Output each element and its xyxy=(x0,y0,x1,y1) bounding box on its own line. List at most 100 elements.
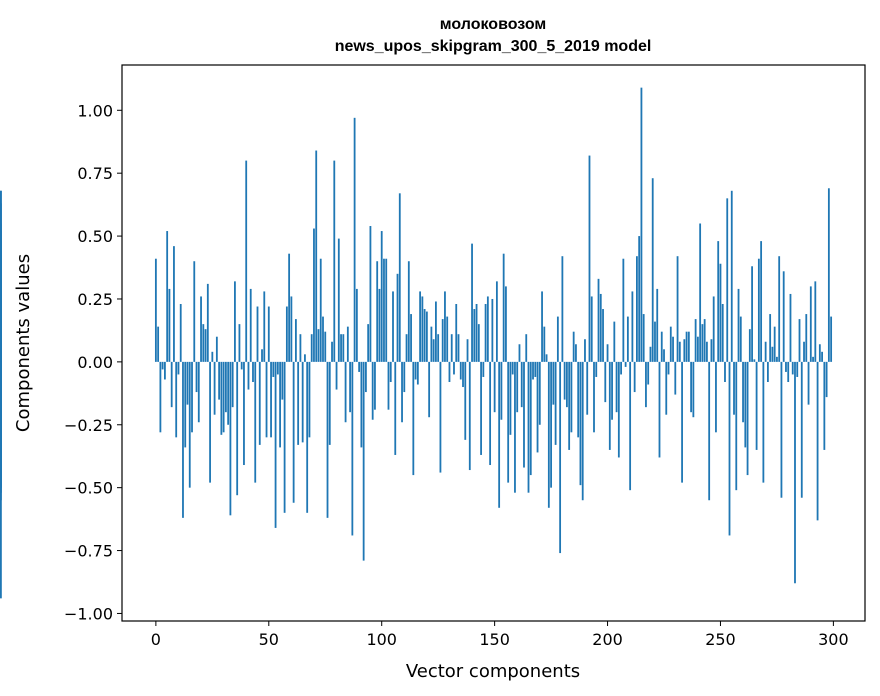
bar xyxy=(789,293,792,362)
x-tick-label: 150 xyxy=(479,630,510,649)
bar xyxy=(737,288,740,362)
bar xyxy=(387,361,390,410)
bar xyxy=(534,361,537,377)
bar xyxy=(324,331,327,362)
bar xyxy=(403,361,406,393)
bar xyxy=(360,361,363,448)
bar xyxy=(245,160,248,362)
bar xyxy=(683,339,686,362)
bar xyxy=(827,188,830,362)
bar xyxy=(310,334,313,362)
bar xyxy=(805,314,808,362)
bar xyxy=(306,361,309,513)
bar xyxy=(778,256,781,362)
bar xyxy=(545,354,548,362)
bar-series xyxy=(0,87,833,599)
bar xyxy=(590,296,593,362)
bar xyxy=(0,203,2,362)
bar xyxy=(407,261,410,362)
bar xyxy=(572,331,575,362)
bar xyxy=(222,361,225,433)
bar xyxy=(229,361,232,516)
bar xyxy=(647,361,650,385)
bar xyxy=(247,361,250,390)
bar xyxy=(416,361,419,385)
bar xyxy=(157,326,160,362)
bar xyxy=(769,314,772,362)
bar xyxy=(234,281,236,362)
chart-title: молоковозом xyxy=(440,16,546,33)
bar xyxy=(816,361,819,521)
bar xyxy=(430,326,433,362)
bar xyxy=(412,361,415,476)
bar xyxy=(240,361,243,370)
bar xyxy=(437,334,440,362)
bar xyxy=(773,326,776,362)
bar xyxy=(766,361,769,382)
bar xyxy=(173,246,175,362)
bar xyxy=(195,361,198,393)
bar xyxy=(486,296,489,362)
y-tick-label: −1.00 xyxy=(64,604,113,623)
bar xyxy=(444,291,446,362)
bar xyxy=(532,361,534,380)
y-tick-label: 0.25 xyxy=(77,290,113,309)
x-tick-label: 200 xyxy=(592,630,623,649)
bar xyxy=(254,361,257,483)
bar xyxy=(202,324,205,362)
bar xyxy=(665,361,668,415)
bar xyxy=(762,361,765,483)
bar xyxy=(462,361,464,388)
bar xyxy=(482,361,485,377)
bar xyxy=(825,361,828,398)
bar xyxy=(200,296,202,362)
y-tick-label: −0.25 xyxy=(64,416,113,435)
bar xyxy=(301,361,304,443)
bar xyxy=(717,241,720,362)
bar xyxy=(398,193,401,362)
x-tick-label: 50 xyxy=(259,630,279,649)
bar xyxy=(669,326,672,362)
bar xyxy=(256,306,259,362)
plot-frame xyxy=(121,64,866,622)
bar xyxy=(480,361,482,455)
bar xyxy=(466,339,469,362)
chart-subtitle: news_upos_skipgram_300_5_2019 model xyxy=(335,38,652,55)
bar xyxy=(322,316,324,362)
bar xyxy=(520,361,523,408)
bar xyxy=(154,258,157,362)
bar xyxy=(272,361,275,377)
bar xyxy=(617,361,620,458)
bar xyxy=(313,228,315,362)
bar xyxy=(283,361,286,513)
bar xyxy=(258,361,261,445)
bar xyxy=(748,329,751,362)
bar xyxy=(735,361,738,491)
bar xyxy=(514,361,516,493)
bar xyxy=(798,319,801,362)
bar xyxy=(660,331,663,362)
bar xyxy=(622,258,625,362)
bar xyxy=(755,361,758,450)
bar xyxy=(626,316,629,362)
bar xyxy=(776,356,778,362)
bar xyxy=(674,361,677,395)
bar xyxy=(446,316,449,362)
bar xyxy=(701,324,704,362)
bar xyxy=(507,361,510,483)
bar xyxy=(342,334,345,362)
y-tick-label: 0.75 xyxy=(77,164,113,183)
bar xyxy=(633,361,636,393)
bar xyxy=(611,361,613,420)
bar xyxy=(728,361,731,536)
bar xyxy=(636,256,638,362)
bar xyxy=(166,231,169,362)
bar xyxy=(690,361,693,413)
bar xyxy=(599,293,602,362)
bar xyxy=(640,87,643,362)
bar xyxy=(346,326,349,362)
bar xyxy=(380,231,383,362)
bar xyxy=(685,331,688,362)
bar xyxy=(547,361,550,508)
bar xyxy=(751,266,753,362)
